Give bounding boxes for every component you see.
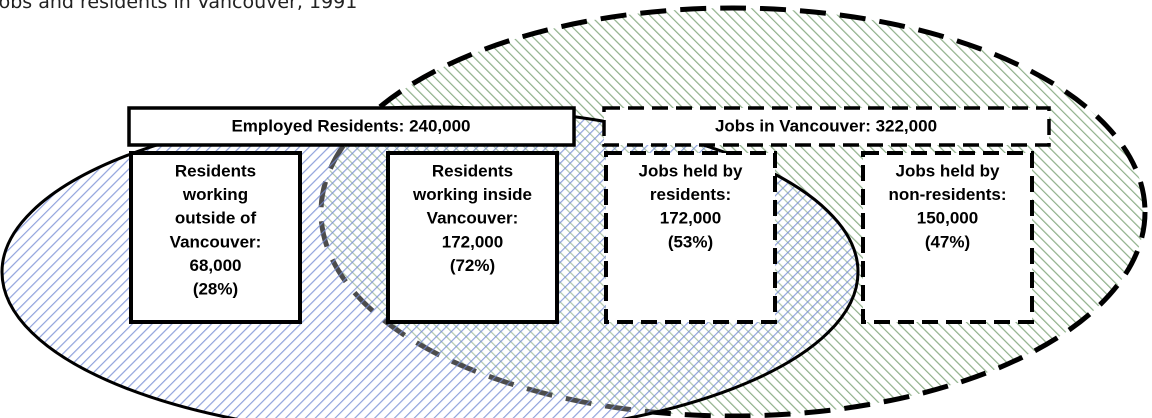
box-label: Residents	[175, 161, 256, 180]
box-label: (28%)	[193, 279, 238, 298]
title: Jobs and residents in Vancouver, 1991	[0, 0, 357, 13]
box-label: residents:	[650, 185, 731, 204]
box-label: Residents	[432, 161, 513, 180]
header-label: Employed Residents: 240,000	[231, 116, 470, 135]
box-label: 68,000	[190, 256, 242, 275]
header-label: Jobs in Vancouver: 322,000	[715, 116, 937, 135]
box-label: (47%)	[925, 232, 970, 251]
box-label: 172,000	[442, 232, 503, 251]
boxes: Employed Residents: 240,000 Jobs in Vanco…	[127, 106, 1051, 324]
box-label: (53%)	[668, 232, 713, 251]
box-label: outside of	[175, 209, 257, 228]
box	[386, 151, 559, 324]
box-label: Jobs held by	[896, 161, 1000, 180]
box-label: working inside	[412, 185, 532, 204]
header-box	[602, 106, 1051, 147]
box	[861, 151, 1034, 324]
box-label: Vancouver:	[427, 209, 519, 228]
box-label: Jobs held by	[639, 161, 743, 180]
box-label: working	[182, 185, 248, 204]
box-label: 150,000	[917, 209, 978, 228]
box-label: Vancouver:	[170, 232, 262, 251]
box	[604, 151, 777, 324]
box-label: non-residents:	[888, 185, 1006, 204]
header-box	[127, 106, 576, 147]
box-label: 172,000	[660, 209, 721, 228]
box	[129, 151, 302, 324]
box-label: (72%)	[450, 256, 495, 275]
